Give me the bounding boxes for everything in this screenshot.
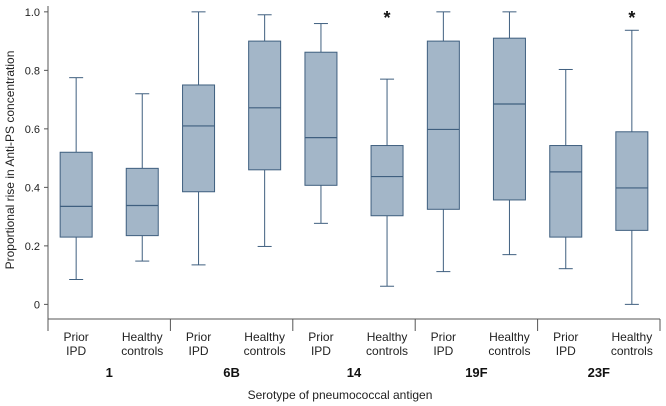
y-tick-label: 0.4 xyxy=(25,182,40,194)
iqr-box xyxy=(549,145,583,238)
y-tick-label: 1.0 xyxy=(25,7,40,19)
group-label-line2: controls xyxy=(366,344,408,358)
y-tick-label: 0 xyxy=(34,299,40,311)
y-tick-label: 0.6 xyxy=(25,124,40,136)
iqr-box xyxy=(370,145,404,217)
plot-area: * * xyxy=(59,8,649,305)
serotype-label: 19F xyxy=(465,365,487,380)
group-label-line2: IPD xyxy=(189,344,209,358)
y-tick-label: 0.2 xyxy=(25,241,40,253)
group-label-line1: Healthy xyxy=(122,330,163,344)
y-axis-title: Proportional rise in Anti-PS concentrati… xyxy=(3,51,17,270)
group-label-line1: Prior xyxy=(308,330,333,344)
group-label-line1: Prior xyxy=(63,330,88,344)
significance-star: * xyxy=(628,8,635,28)
group-label-line2: IPD xyxy=(556,344,576,358)
iqr-box xyxy=(426,40,460,210)
group-label-line1: Prior xyxy=(186,330,211,344)
group-label-line2: IPD xyxy=(433,344,453,358)
significance-star: * xyxy=(384,8,391,28)
group-label-line1: Healthy xyxy=(612,330,653,344)
iqr-box xyxy=(59,151,93,238)
group-label-line1: Prior xyxy=(553,330,578,344)
iqr-box xyxy=(182,84,216,193)
group-label-line1: Healthy xyxy=(489,330,530,344)
group-label-line2: IPD xyxy=(66,344,86,358)
group-label-line2: IPD xyxy=(311,344,331,358)
axes: 00.20.40.60.81.0PriorIPDHealthycontrols1… xyxy=(25,6,661,380)
serotype-label: 6B xyxy=(223,365,240,380)
group-label-line2: controls xyxy=(244,344,286,358)
iqr-box xyxy=(304,51,338,186)
group-label-line1: Healthy xyxy=(244,330,285,344)
group-label-line1: Healthy xyxy=(367,330,408,344)
x-axis-title: Serotype of pneumococcal antigen xyxy=(248,388,433,402)
group-label-line2: controls xyxy=(611,344,653,358)
serotype-label: 23F xyxy=(588,365,610,380)
group-label-line2: controls xyxy=(121,344,163,358)
group-label-line1: Prior xyxy=(431,330,456,344)
serotype-label: 14 xyxy=(347,365,362,380)
iqr-box xyxy=(615,131,649,231)
y-tick-label: 0.8 xyxy=(25,65,40,77)
iqr-box xyxy=(492,37,526,201)
group-label-line2: controls xyxy=(488,344,530,358)
iqr-box xyxy=(125,167,159,237)
iqr-box xyxy=(248,40,282,171)
serotype-label: 1 xyxy=(106,365,113,380)
